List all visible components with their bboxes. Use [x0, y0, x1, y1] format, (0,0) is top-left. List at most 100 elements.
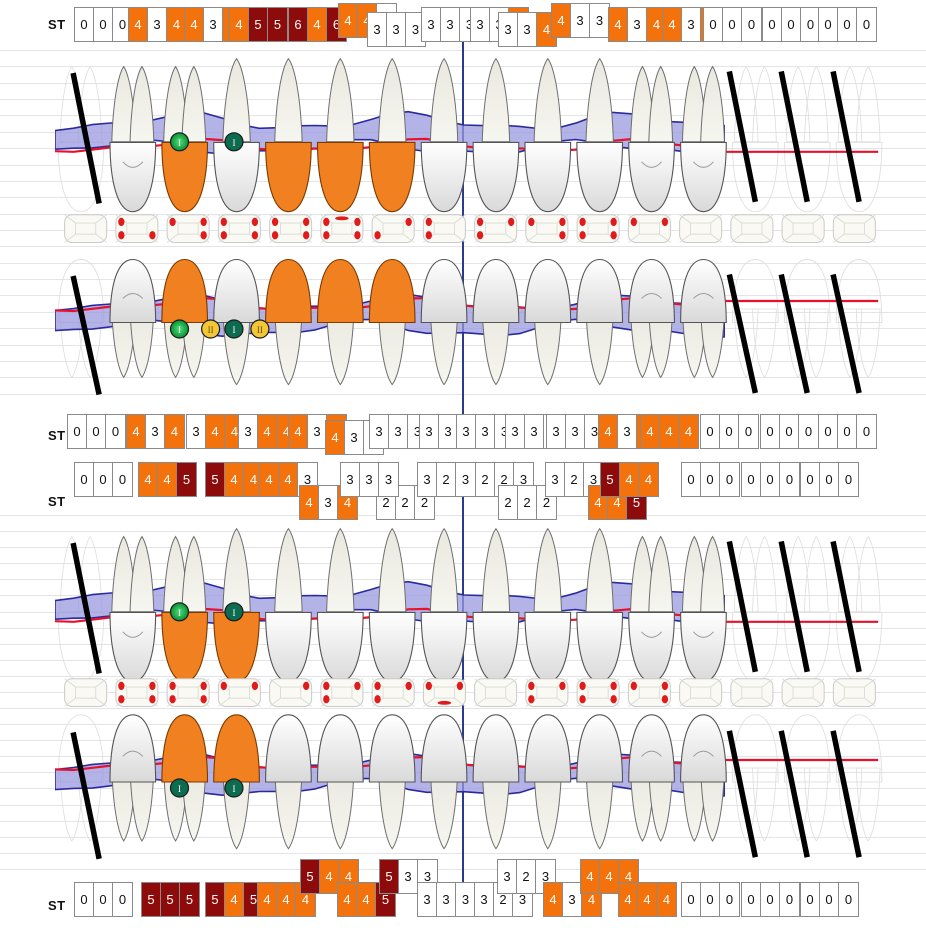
- probing-depth-cell[interactable]: 3: [345, 421, 364, 454]
- probing-depth-cell[interactable]: 4: [544, 883, 563, 916]
- probing-depth-cell[interactable]: 4: [339, 4, 358, 37]
- probing-depth-cell[interactable]: 0: [701, 463, 720, 496]
- probing-depth-cell[interactable]: 4: [244, 463, 263, 496]
- probing-depth-cell[interactable]: 5: [249, 8, 268, 41]
- probing-depth-cell[interactable]: 2: [517, 860, 536, 893]
- probing-depth-cell[interactable]: 0: [704, 8, 723, 41]
- probing-depth-cell[interactable]: 3: [422, 8, 441, 41]
- probing-depth-cell[interactable]: 0: [113, 883, 132, 916]
- probing-depth-cell[interactable]: 4: [300, 486, 319, 519]
- probing-depth-cell[interactable]: 3: [456, 463, 475, 496]
- probing-depth-cell[interactable]: 2: [476, 463, 495, 496]
- probing-depth-cell[interactable]: 0: [838, 415, 857, 448]
- probing-depth-cell[interactable]: 0: [742, 883, 761, 916]
- probing-depth-cell[interactable]: 0: [701, 883, 720, 916]
- probing-depth-cell[interactable]: 4: [663, 8, 682, 41]
- probing-depth-cell[interactable]: 3: [563, 883, 582, 916]
- probing-depth-cell[interactable]: 3: [420, 415, 439, 448]
- probing-depth-cell[interactable]: 2: [499, 486, 518, 519]
- probing-depth-cell[interactable]: 3: [387, 13, 406, 46]
- probing-depth-cell[interactable]: 4: [600, 860, 619, 893]
- probing-depth-cell[interactable]: 4: [638, 883, 657, 916]
- probing-depth-cell[interactable]: 2: [565, 463, 584, 496]
- probing-depth-cell[interactable]: 3: [547, 415, 566, 448]
- probing-depth-cell[interactable]: 3: [618, 415, 637, 448]
- probing-depth-cell[interactable]: 0: [780, 415, 799, 448]
- probing-depth-cell[interactable]: 3: [146, 415, 165, 448]
- probing-depth-cell[interactable]: 4: [289, 415, 308, 448]
- probing-depth-cell[interactable]: 3: [360, 463, 379, 496]
- probing-depth-cell[interactable]: 0: [75, 883, 94, 916]
- probing-depth-cell[interactable]: 5: [177, 463, 196, 496]
- probing-depth-cell[interactable]: 4: [127, 415, 146, 448]
- probing-depth-cell[interactable]: 3: [418, 463, 437, 496]
- probing-depth-cell[interactable]: 0: [761, 415, 780, 448]
- probing-depth-cell[interactable]: 0: [94, 883, 113, 916]
- probing-depth-cell[interactable]: 5: [268, 8, 287, 41]
- probing-depth-cell[interactable]: 4: [326, 421, 345, 454]
- probing-depth-cell[interactable]: 4: [165, 415, 184, 448]
- probing-depth-cell[interactable]: 0: [838, 8, 857, 41]
- probing-depth-cell[interactable]: 5: [601, 463, 620, 496]
- probing-depth-cell[interactable]: 3: [566, 415, 585, 448]
- probing-depth-cell[interactable]: 4: [660, 415, 679, 448]
- probing-depth-cell[interactable]: 3: [499, 13, 518, 46]
- probing-depth-cell[interactable]: 5: [206, 463, 225, 496]
- probing-depth-cell[interactable]: 0: [839, 463, 858, 496]
- probing-depth-cell[interactable]: 4: [609, 8, 628, 41]
- probing-depth-cell[interactable]: 3: [590, 4, 609, 37]
- probing-depth-cell[interactable]: 0: [94, 8, 113, 41]
- probing-depth-cell[interactable]: 3: [379, 463, 398, 496]
- probing-depth-cell[interactable]: 3: [682, 8, 701, 41]
- probing-depth-cell[interactable]: 4: [619, 883, 638, 916]
- probing-depth-cell[interactable]: 0: [106, 415, 125, 448]
- probing-depth-cell[interactable]: 0: [761, 883, 780, 916]
- probing-depth-cell[interactable]: 0: [780, 883, 799, 916]
- probing-depth-cell[interactable]: 5: [161, 883, 180, 916]
- probing-depth-cell[interactable]: 0: [820, 463, 839, 496]
- probing-depth-cell[interactable]: 0: [94, 463, 113, 496]
- probing-depth-cell[interactable]: 5: [142, 883, 161, 916]
- probing-depth-cell[interactable]: 0: [801, 463, 820, 496]
- probing-depth-cell[interactable]: 0: [113, 8, 132, 41]
- probing-depth-cell[interactable]: 3: [476, 415, 495, 448]
- probing-depth-cell[interactable]: 4: [647, 8, 666, 41]
- probing-depth-cell[interactable]: 0: [742, 8, 761, 41]
- probing-depth-cell[interactable]: 3: [571, 4, 590, 37]
- probing-depth-cell[interactable]: 3: [319, 486, 338, 519]
- probing-depth-cell[interactable]: 4: [679, 415, 698, 448]
- probing-depth-cell[interactable]: 0: [75, 8, 94, 41]
- probing-depth-cell[interactable]: 4: [225, 883, 244, 916]
- probing-depth-cell[interactable]: 4: [279, 463, 298, 496]
- probing-depth-cell[interactable]: 4: [225, 463, 244, 496]
- probing-depth-cell[interactable]: 0: [839, 883, 858, 916]
- probing-depth-cell[interactable]: 0: [723, 8, 742, 41]
- probing-depth-cell[interactable]: 0: [761, 463, 780, 496]
- probing-depth-cell[interactable]: 0: [801, 8, 820, 41]
- probing-depth-cell[interactable]: 4: [230, 8, 249, 41]
- probing-depth-cell[interactable]: 0: [799, 415, 818, 448]
- probing-depth-cell[interactable]: 5: [206, 883, 225, 916]
- probing-depth-cell[interactable]: 4: [320, 860, 339, 893]
